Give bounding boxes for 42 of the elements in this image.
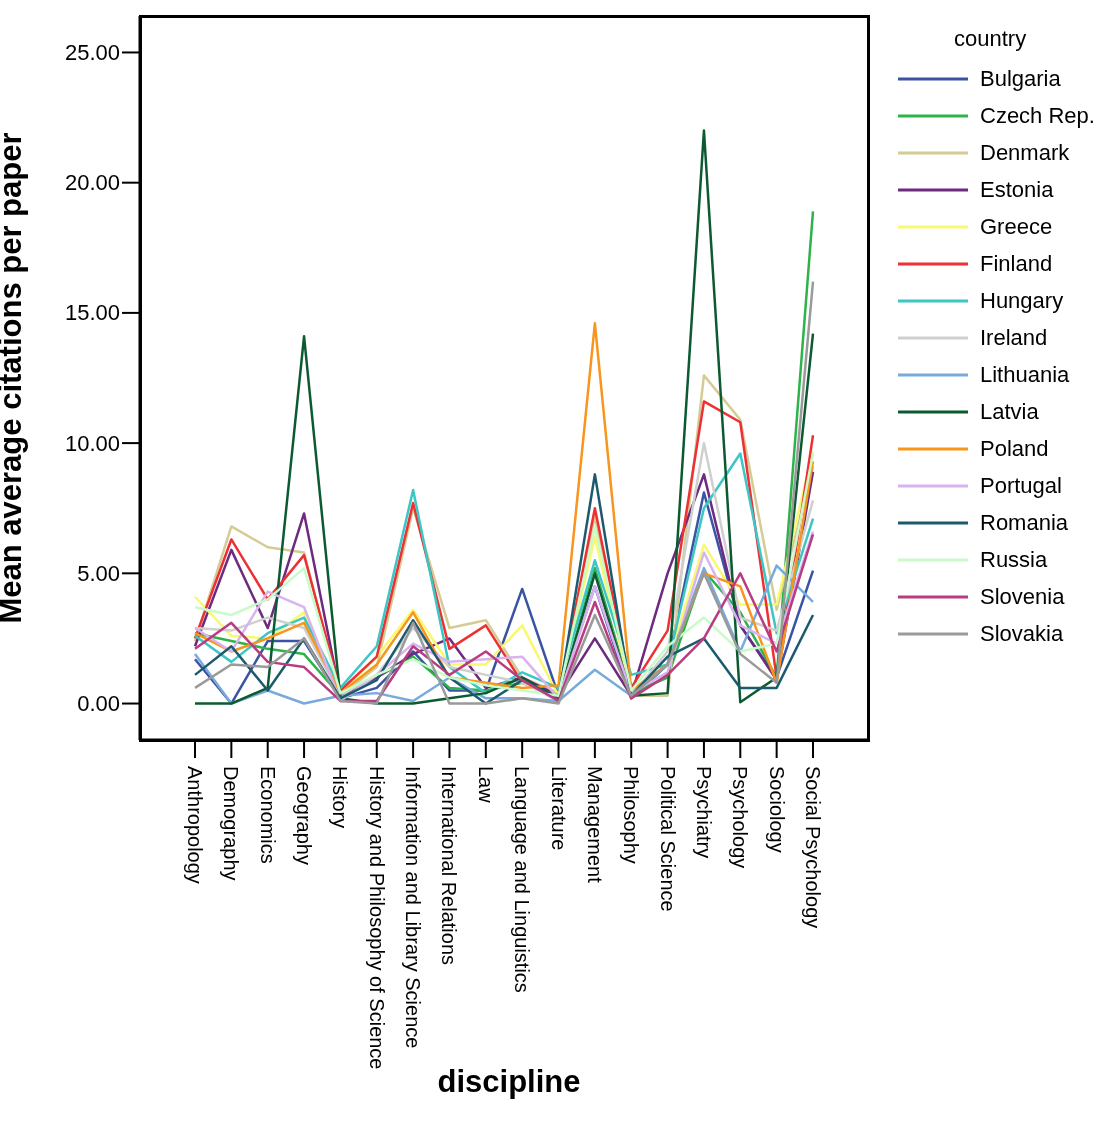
x-tick-label: Philosophy [620, 766, 643, 864]
x-tick-label: Psychology [729, 766, 752, 869]
legend-label: Portugal [980, 472, 1062, 499]
legend-label: Bulgaria [980, 65, 1061, 92]
x-tick-label: History [329, 766, 352, 829]
x-tick-label: Literature [547, 766, 570, 851]
x-tick-label: Anthropology [184, 766, 206, 884]
x-tick-label: International Relations [438, 766, 461, 966]
legend-label: Poland [980, 435, 1049, 462]
y-tick-label: 0.00 [77, 691, 120, 717]
y-tick-label: 15.00 [64, 300, 120, 326]
x-tick-label: Management [583, 766, 606, 884]
x-tick-label: Psychiatry [692, 766, 715, 859]
legend-label: Ireland [980, 324, 1048, 351]
legend-label: Czech Rep. [980, 102, 1095, 129]
y-tick-label: 25.00 [64, 39, 120, 65]
legend-label: Romania [980, 509, 1069, 536]
legend-label: Russia [980, 546, 1048, 573]
y-tick-label: 20.00 [64, 170, 120, 196]
y-tick-label: 10.00 [64, 430, 120, 456]
legend-label: Finland [980, 250, 1053, 277]
x-tick-label: Law [474, 766, 497, 804]
legend-label: Slovakia [980, 620, 1064, 647]
x-tick-label: Social Psychology [802, 766, 824, 929]
legend-label: Lithuania [980, 361, 1070, 388]
x-tick-label: Information and Library Science [402, 766, 425, 1049]
legend-label: Slovenia [980, 583, 1065, 610]
legend-label: Greece [980, 213, 1053, 240]
x-tick-label: Language and Linguistics [511, 766, 534, 993]
x-tick-label: Geography [293, 766, 316, 865]
x-tick-label: Political Science [656, 766, 679, 912]
legend-label: Hungary [980, 287, 1064, 314]
legend-label: Denmark [980, 139, 1070, 166]
legend-title: country [954, 26, 1028, 52]
x-tick-label: Sociology [765, 766, 788, 853]
x-tick-label: Demography [220, 766, 243, 881]
legend-label: Latvia [980, 398, 1039, 425]
x-axis-title: discipline [437, 1064, 581, 1099]
legend-label: Estonia [980, 176, 1054, 203]
x-tick-label: Economics [256, 766, 279, 864]
x-tick-label: History and Philosophy of Science [365, 766, 388, 1070]
y-tick-label: 5.00 [77, 560, 120, 586]
